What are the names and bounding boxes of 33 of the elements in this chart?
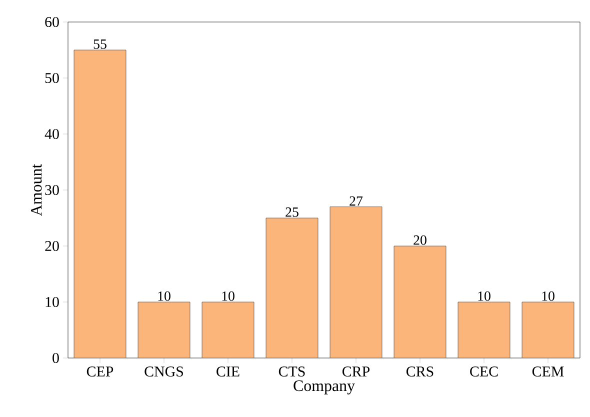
- y-tick-label: 50: [45, 72, 59, 84]
- data-label: 20: [414, 235, 426, 245]
- y-tick-label: 60: [45, 16, 59, 28]
- data-label: 25: [286, 207, 298, 217]
- x-tick-label: CEP: [86, 366, 114, 377]
- x-tick-label: CEC: [470, 366, 498, 377]
- bar: [138, 302, 190, 358]
- data-label: 10: [222, 291, 234, 301]
- bar: [202, 302, 254, 358]
- x-tick-label: CTS: [278, 366, 305, 377]
- bar: [394, 246, 446, 358]
- data-label: 27: [350, 196, 363, 206]
- x-tick-label: CRS: [406, 366, 434, 377]
- y-axis-title: Amount: [31, 164, 42, 216]
- x-tick-label: CRP: [342, 366, 370, 377]
- data-label: 55: [94, 40, 106, 49]
- y-tick-label: 30: [45, 184, 59, 196]
- bar: [330, 206, 382, 358]
- y-tick-label: 20: [45, 240, 59, 252]
- x-tick-label: CIE: [216, 366, 240, 377]
- y-tick-label: 10: [46, 296, 59, 308]
- x-axis-title: Company: [294, 380, 355, 394]
- bar: [74, 50, 126, 358]
- bar: [458, 302, 510, 358]
- data-label: 10: [542, 291, 554, 301]
- x-tick-label: CNGS: [144, 366, 183, 377]
- bar: [522, 302, 574, 358]
- data-label: 10: [158, 291, 170, 301]
- x-tick-label: CEM: [532, 366, 564, 377]
- y-tick-label: 40: [44, 128, 59, 140]
- data-label: 10: [478, 291, 490, 301]
- y-tick-label: 0: [52, 352, 59, 364]
- bar: [266, 218, 318, 358]
